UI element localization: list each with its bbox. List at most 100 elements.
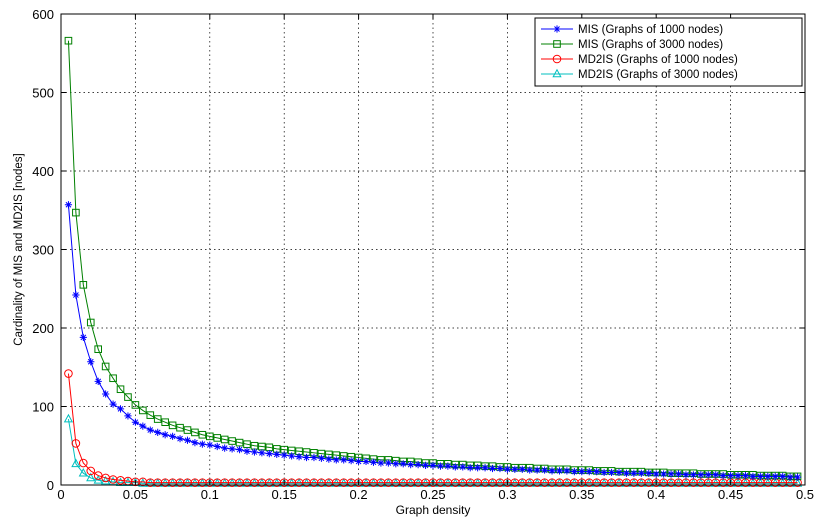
legend-box [534, 17, 803, 87]
data-point-marker [87, 358, 95, 366]
data-point-marker [481, 464, 489, 472]
y-axis-label: Cardinality of MIS and MD2IS [nodes] [13, 153, 25, 345]
data-point-marker [93, 475, 103, 484]
data-point-marker [593, 468, 601, 476]
data-point-marker [697, 471, 705, 479]
data-point-marker [235, 438, 244, 447]
data-point-marker [667, 470, 675, 478]
data-point-marker [109, 374, 117, 383]
data-point-marker [72, 208, 80, 217]
data-point-marker [682, 471, 690, 479]
data-point-marker [153, 415, 162, 423]
data-point-marker [712, 471, 720, 479]
y-tick-label: 400 [32, 164, 54, 179]
data-point-marker [392, 460, 400, 468]
data-point-marker [79, 458, 88, 468]
legend-item: MIS (Graphs of 1000 nodes) [541, 24, 723, 36]
data-point-marker [466, 464, 474, 472]
data-point-marker [622, 469, 631, 477]
data-point-marker [362, 457, 370, 466]
legend: MIS (Graphs of 1000 nodes) MIS (Graphs of… [534, 17, 803, 87]
data-point-marker [660, 470, 668, 478]
data-point-marker [474, 464, 482, 472]
data-point-marker [79, 333, 87, 342]
data-point-marker [79, 281, 88, 289]
data-point-marker [786, 473, 794, 481]
x-tick-label: 0.2 [350, 487, 368, 502]
data-point-marker [399, 460, 407, 468]
data-point-marker [206, 441, 214, 449]
data-point-marker [109, 400, 117, 408]
series-0 [64, 201, 802, 481]
data-point-marker [347, 457, 355, 465]
data-point-marker [124, 412, 132, 420]
data-point-marker [116, 405, 125, 413]
data-point-marker [146, 426, 154, 434]
y-tick-label: 0 [47, 478, 54, 493]
data-point-marker [741, 471, 750, 480]
data-point-marker [407, 460, 415, 469]
data-point-marker [94, 377, 102, 385]
data-point-marker [288, 452, 296, 460]
data-point-marker [553, 25, 561, 33]
data-point-marker [71, 458, 81, 468]
data-point-marker [138, 478, 148, 487]
data-point-marker [161, 418, 169, 426]
data-point-marker [86, 472, 96, 482]
data-point-marker [258, 449, 266, 457]
data-point-marker [94, 345, 103, 353]
data-point-marker [552, 54, 562, 64]
data-point-marker [78, 467, 88, 477]
data-point-marker [310, 453, 318, 462]
data-point-marker [734, 471, 742, 480]
x-tick-label: 0.3 [498, 487, 516, 502]
data-point-marker [578, 468, 586, 476]
data-point-marker [183, 436, 192, 444]
data-point-marker [719, 471, 727, 480]
data-point-marker [451, 463, 459, 471]
data-point-marker [213, 442, 221, 451]
data-point-marker [340, 456, 348, 464]
legend-item: MD2IS (Graphs of 1000 nodes) [541, 54, 738, 66]
x-tick-label: 0.05 [123, 487, 148, 502]
data-point-marker [496, 464, 504, 473]
x-tick-label: 0.5 [796, 487, 814, 502]
x-tick-label: 0.45 [718, 487, 743, 502]
data-point-marker [526, 466, 534, 474]
data-point-marker [355, 457, 363, 466]
data-point-marker [630, 469, 638, 477]
x-tick-label: 0.15 [272, 487, 297, 502]
data-point-marker [86, 318, 95, 327]
data-point-marker [488, 464, 497, 473]
data-point-marker [93, 471, 103, 480]
data-point-marker [71, 439, 81, 448]
data-point-marker [250, 448, 259, 456]
data-point-marker [86, 466, 96, 476]
data-point-marker [541, 466, 549, 474]
x-tick-label: 0.4 [647, 487, 665, 502]
data-point-marker [325, 455, 333, 463]
x-tick-label: 0.35 [569, 487, 594, 502]
data-point-marker [198, 440, 206, 448]
data-point-marker [607, 468, 616, 477]
data-point-marker [265, 450, 273, 458]
data-point-marker [771, 472, 779, 480]
data-point-marker [206, 432, 214, 441]
data-point-marker [64, 201, 73, 209]
data-point-marker [548, 467, 556, 475]
data-point-marker [168, 421, 177, 430]
data-point-marker [444, 462, 452, 470]
y-tick-label: 500 [32, 86, 54, 101]
series-1 [64, 36, 802, 481]
y-tick-label: 600 [32, 7, 54, 22]
data-point-marker [228, 437, 236, 445]
data-point-marker [116, 385, 125, 394]
data-point-marker [689, 471, 697, 479]
y-tick-label: 100 [32, 400, 54, 415]
x-tick-label: 0.25 [420, 487, 445, 502]
data-point-marker [198, 430, 207, 439]
grid-lines [61, 14, 805, 485]
data-point-marker [191, 439, 199, 447]
data-point-marker [637, 469, 645, 477]
